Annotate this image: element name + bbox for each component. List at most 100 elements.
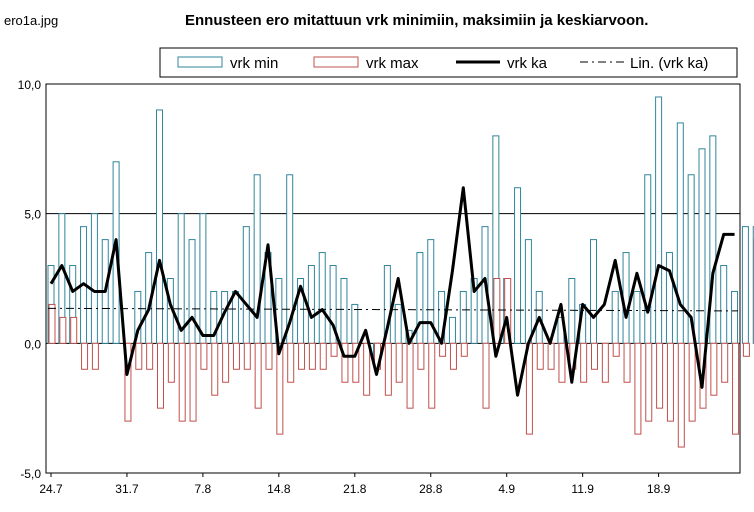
bar-max xyxy=(525,342,533,435)
bar-max xyxy=(298,342,306,370)
bar-max xyxy=(536,342,544,370)
bar-max xyxy=(70,316,78,344)
bar-max xyxy=(612,342,620,357)
bar-min xyxy=(644,174,652,344)
x-tick-label: 14.8 xyxy=(267,482,291,496)
x-tick-label: 21.8 xyxy=(343,482,367,496)
bar-max xyxy=(623,342,631,383)
bar-min xyxy=(698,148,706,344)
bar-max xyxy=(146,342,154,370)
bar-min xyxy=(448,316,456,344)
bar-min xyxy=(622,252,630,344)
bar-min xyxy=(709,135,717,344)
legend-label-min: vrk min xyxy=(230,55,278,72)
bar-max xyxy=(167,342,175,383)
bar-max xyxy=(634,342,642,435)
ka-line-path xyxy=(49,186,735,397)
bar-max xyxy=(265,342,273,370)
bar-min xyxy=(655,96,663,344)
bar-min xyxy=(611,290,619,344)
bar-max xyxy=(645,342,653,422)
bar-max xyxy=(558,342,566,383)
bar-min xyxy=(731,290,739,344)
bar-max xyxy=(232,342,240,370)
x-tick-label: 7.8 xyxy=(195,482,212,496)
bar-max xyxy=(547,342,555,370)
bar-max xyxy=(493,278,501,344)
series-ka-line xyxy=(49,186,735,397)
bar-max xyxy=(81,342,89,370)
bar-max xyxy=(666,342,674,422)
y-tick-label: 10,0 xyxy=(18,78,42,92)
bar-max xyxy=(91,342,99,370)
bar-max xyxy=(222,342,230,383)
trend-line-path xyxy=(47,307,739,312)
bar-max xyxy=(504,278,512,344)
x-tick-label: 4.9 xyxy=(498,482,515,496)
bar-max xyxy=(384,342,392,396)
bar-min xyxy=(340,278,348,344)
bar-max xyxy=(330,342,338,357)
bar-min xyxy=(307,265,315,344)
bar-min xyxy=(231,290,239,344)
bar-max xyxy=(688,342,696,422)
bar-min xyxy=(568,278,576,344)
chart-title: Ennusteen ero mitattuun vrk minimiin, ma… xyxy=(185,12,649,29)
x-tick-label: 11.9 xyxy=(571,482,594,496)
bar-max xyxy=(482,342,490,409)
bar-max xyxy=(319,342,327,370)
bar-max xyxy=(352,342,360,383)
x-axis: 24.7 31.7 7.8 14.8 21.8 28.8 4.9 11.9 18.9 xyxy=(39,473,671,496)
legend-label-ka: vrk ka xyxy=(507,55,548,72)
bar-max xyxy=(157,342,164,409)
y-tick-label: 5,0 xyxy=(24,208,41,222)
bar-max xyxy=(308,342,316,370)
bar-max xyxy=(243,342,251,370)
bar-max xyxy=(439,342,447,357)
x-tick-label: 31.7 xyxy=(115,482,139,496)
bar-max xyxy=(48,303,56,344)
bar-min xyxy=(351,303,359,344)
bar-min xyxy=(188,239,196,344)
legend-swatch-max xyxy=(313,56,359,68)
bar-max xyxy=(732,342,740,435)
bar-max xyxy=(124,342,132,422)
series-max-bars xyxy=(48,239,754,448)
bar-max xyxy=(276,342,284,435)
bar-min xyxy=(90,213,98,344)
trend-line xyxy=(47,307,739,312)
bar-max xyxy=(417,342,425,370)
bar-max xyxy=(189,342,197,422)
legend-box xyxy=(159,47,738,78)
legend-label-max: vrk max xyxy=(366,55,419,72)
filename-label: ero1a.jpg xyxy=(4,13,59,28)
bar-min xyxy=(459,290,467,344)
legend-swatch-min xyxy=(177,56,223,68)
bar-max xyxy=(677,342,685,448)
bar-max xyxy=(406,342,414,409)
bar-min xyxy=(199,213,207,344)
bar-max xyxy=(601,342,609,383)
y-tick-label: -5,0 xyxy=(20,467,41,481)
bar-max xyxy=(580,342,588,383)
x-tick-label: 28.8 xyxy=(419,482,443,496)
bar-min xyxy=(318,252,326,344)
bar-max xyxy=(460,342,468,357)
bar-max xyxy=(254,342,262,409)
bar-max xyxy=(428,342,436,409)
bar-max xyxy=(341,342,349,383)
bar-max xyxy=(211,342,219,396)
bar-min xyxy=(242,226,250,344)
bar-min xyxy=(524,239,532,344)
bar-max xyxy=(742,342,750,357)
bar-max xyxy=(135,342,143,370)
bar-max xyxy=(59,316,67,344)
bar-max xyxy=(200,342,208,370)
x-tick-label: 24.7 xyxy=(39,482,63,496)
bar-max xyxy=(395,342,403,383)
bar-max xyxy=(449,342,457,370)
x-tick-label: 18.9 xyxy=(647,482,671,496)
y-axis: 10,0 5,0 0,0 -5,0 xyxy=(18,78,42,481)
bar-max xyxy=(363,342,371,396)
